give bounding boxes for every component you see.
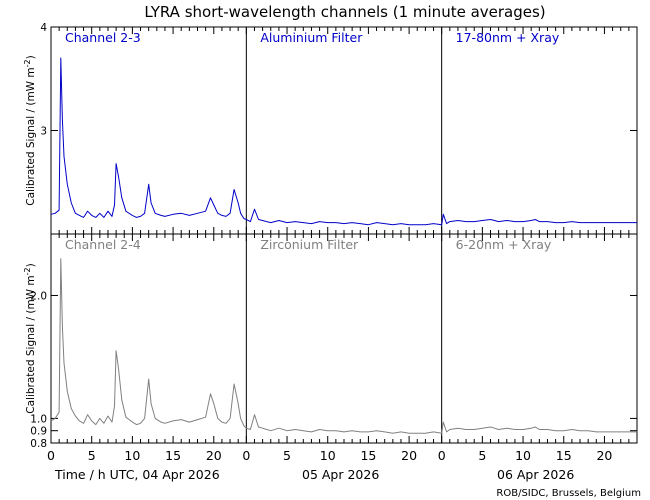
y-tick-label: 2.0 [30,290,47,302]
y-axis-label: Calibrated Signal / (mW m-2) [23,263,37,413]
x-tick-label: 15 [360,448,376,463]
chart-title: LYRA short-wavelength channels (1 minute… [144,3,545,21]
series-line [50,258,637,434]
y-axis-label: Calibrated Signal / (mW m-2) [23,55,37,205]
y-tick-label: 3 [40,126,47,138]
x-tick-label: 20 [596,448,612,463]
x-tick-label: 10 [515,448,531,463]
channel-label: Zirconium Filter [260,237,359,252]
panel-frame-2 [50,233,638,444]
credit-text: ROB/SIDC, Brussels, Belgium [496,488,641,499]
x-tick-label: 20 [401,448,417,463]
channel-label: Aluminium Filter [260,30,363,45]
channel-label: 17-80nm + Xray [456,30,560,45]
x-tick-label: 15 [165,448,181,463]
panels-group: 3 4 Channel 2-3 Aluminium Filter 17-80nm + X… [23,22,638,463]
y-tick-label: 0.8 [30,438,47,450]
x-tick-label: 5 [88,448,96,463]
x-tick-label: 5 [283,448,291,463]
x-tick-label: 0 [242,448,250,463]
y-tick-label: 4 [40,22,47,34]
channel-label: Channel 2-4 [65,237,141,252]
x-tick-label: 10 [320,448,336,463]
day-label-2: 06 Apr 2026 [497,467,574,482]
series-line [50,57,637,226]
day-label-1: 05 Apr 2026 [302,467,379,482]
x-axis-label: Time / h UTC, 04 Apr 2026 [54,467,220,482]
panel-frame-1 [50,26,638,235]
x-tick-label: 0 [438,448,446,463]
x-tick-label: 0 [47,448,55,463]
x-tick-label: 20 [206,448,222,463]
x-tick-label: 5 [478,448,486,463]
y-tick-label: 1.0 [30,413,47,425]
y-tick-label: 0.9 [30,426,47,438]
x-tick-label: 10 [124,448,140,463]
channel-label: 6-20nm + Xray [456,237,552,252]
x-tick-label: 15 [556,448,572,463]
channel-label: Channel 2-3 [65,30,141,45]
